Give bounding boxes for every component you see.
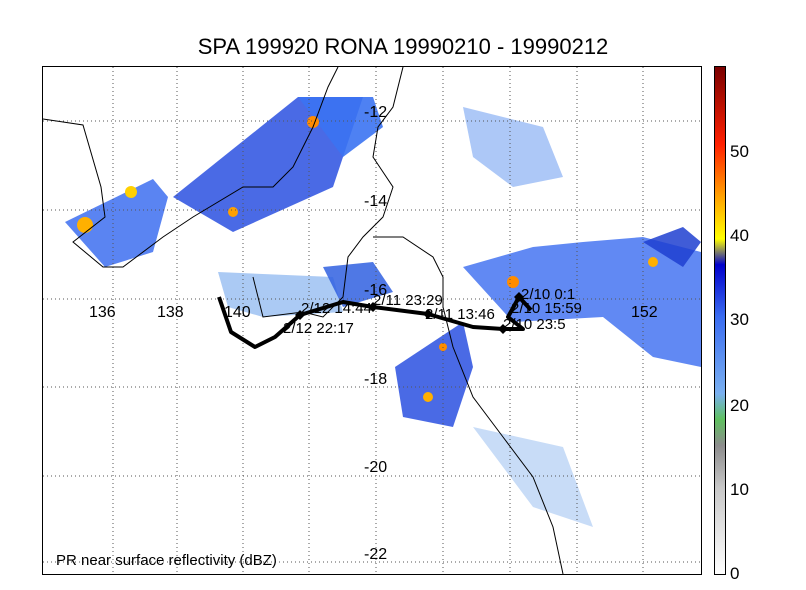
lon-tick-label: 152: [631, 304, 658, 321]
colorbar-tick-label: 30: [730, 310, 749, 329]
map-canvas: 2/12 14:44 2/12 22:17 2/11 23:29 2/11 13…: [43, 67, 701, 574]
reflectivity-swath-west: [65, 97, 383, 267]
lat-tick-label: -22: [364, 546, 388, 563]
storm-track: [217, 292, 533, 349]
colorbar-tick-label: 40: [730, 226, 749, 245]
track-label: 2/11 23:29: [373, 292, 443, 309]
reflectivity-swath-east: [463, 107, 701, 527]
lon-tick-label: 140: [224, 304, 251, 321]
lat-tick-label: -20: [364, 459, 388, 476]
track-marker: [498, 324, 508, 334]
track-label: 2/12 14:44: [301, 300, 372, 317]
track-marker: [368, 302, 378, 312]
track-marker: [423, 309, 433, 319]
track-marker: [295, 310, 305, 320]
track-label: 2/10 23:5: [503, 316, 566, 333]
colorbar-tick-label: 10: [730, 480, 749, 499]
coastline: [43, 67, 564, 574]
map-title: SPA 199920 RONA 19990210 - 19990212: [197, 34, 609, 59]
legend-caption: PR near surface reflectivity (dBZ): [56, 552, 277, 569]
track-label: 2/12 22:17: [283, 320, 354, 337]
reflectivity-colorbar: [714, 66, 726, 575]
lat-lon-grid: [43, 67, 701, 574]
track-label: 2/10 0:1: [521, 286, 575, 303]
colorbar-tick-label: 20: [730, 396, 749, 415]
colorbar-tick-label: 0: [730, 564, 740, 583]
colorbar-tick-label: 50: [730, 142, 749, 161]
lon-tick-label: 136: [89, 304, 116, 321]
track-label: 2/10 15:59: [511, 300, 582, 317]
map-panel: 2/12 14:44 2/12 22:17 2/11 23:29 2/11 13…: [42, 66, 702, 575]
lat-tick-label: -18: [364, 371, 388, 388]
lat-tick-label: -16: [364, 282, 388, 299]
lat-tick-label: -14: [364, 193, 388, 210]
lon-tick-label: 138: [157, 304, 184, 321]
track-marker: [514, 292, 524, 302]
track-labels: 2/12 14:44 2/12 22:17 2/11 23:29 2/11 13…: [283, 286, 582, 337]
lat-tick-label: -12: [364, 104, 388, 121]
track-label: 2/11 13:46: [425, 306, 495, 323]
